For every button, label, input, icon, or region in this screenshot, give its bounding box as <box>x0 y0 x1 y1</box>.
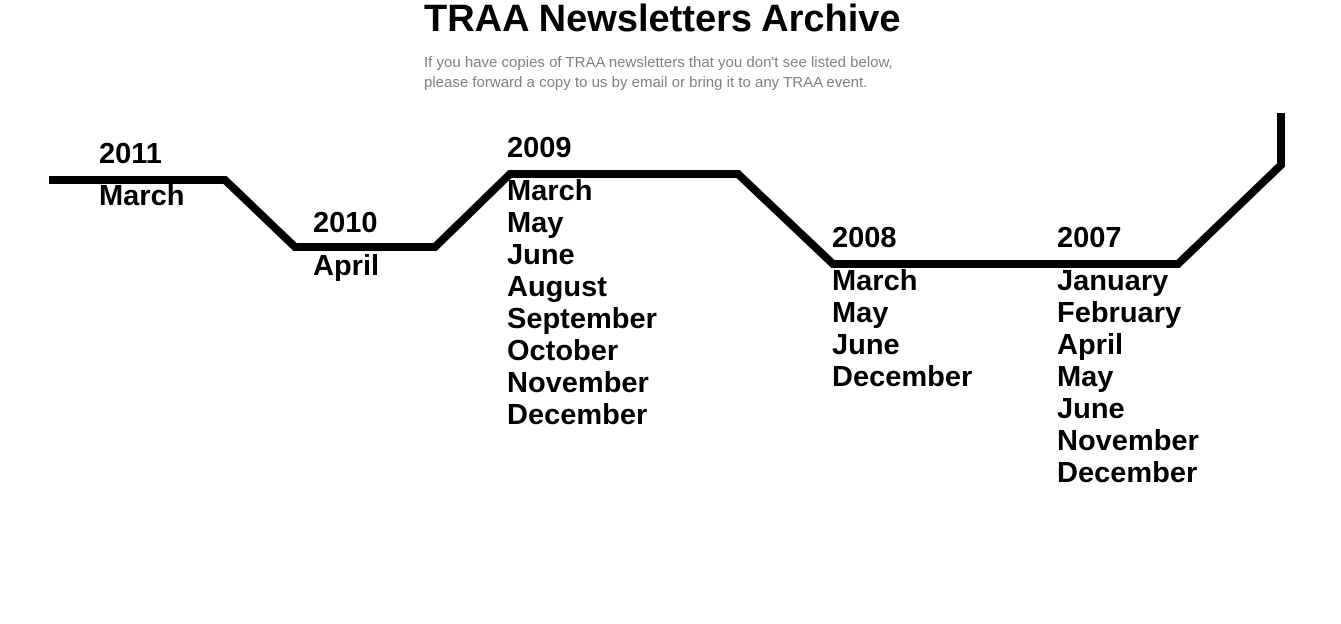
newsletter-link-2009-may[interactable]: May <box>507 207 564 239</box>
year-label-2009: 2009 <box>507 132 572 164</box>
intro-text: If you have copies of TRAA newsletters t… <box>424 53 944 93</box>
newsletter-link-2008-march[interactable]: March <box>832 265 918 297</box>
newsletter-link-2008-december[interactable]: December <box>832 361 973 393</box>
year-group-2010: 2010 April <box>313 207 379 282</box>
newsletter-link-2009-march[interactable]: March <box>507 175 593 207</box>
year-label-2010: 2010 <box>313 207 378 239</box>
month-list-2011: March <box>99 180 184 212</box>
newsletter-link-2008-may[interactable]: May <box>832 297 889 329</box>
year-group-2007: 2007 January February April May June Nov… <box>1057 222 1199 489</box>
month-list-2010: April <box>313 250 379 282</box>
newsletter-link-2009-october[interactable]: October <box>507 335 619 367</box>
newsletter-link-2009-june[interactable]: June <box>507 239 575 271</box>
newsletter-link-2009-december[interactable]: December <box>507 399 648 431</box>
month-list-2009: March May June August September October … <box>507 175 657 431</box>
year-group-2008: 2008 March May June December <box>832 222 972 393</box>
year-label-2011: 2011 <box>99 138 162 170</box>
newsletter-link-2007-november[interactable]: November <box>1057 425 1199 457</box>
newsletter-link-2007-june[interactable]: June <box>1057 393 1125 425</box>
newsletter-link-2007-january[interactable]: January <box>1057 265 1169 297</box>
newsletter-link-2007-may[interactable]: May <box>1057 361 1114 393</box>
year-label-2007: 2007 <box>1057 222 1122 254</box>
newsletter-link-2007-february[interactable]: February <box>1057 297 1182 329</box>
newsletter-link-2008-june[interactable]: June <box>832 329 900 361</box>
year-group-2009: 2009 March May June August September Oct… <box>507 132 657 431</box>
timeline-path <box>49 113 1285 268</box>
newsletter-link-2007-december[interactable]: December <box>1057 457 1198 489</box>
newsletter-link-2009-september[interactable]: September <box>507 303 657 335</box>
newsletter-link-2010-april[interactable]: April <box>313 250 380 282</box>
newsletter-link-2009-august[interactable]: August <box>507 271 607 303</box>
newsletter-link-2007-april[interactable]: April <box>1057 329 1124 361</box>
month-list-2008: March May June December <box>832 265 972 393</box>
page-title: TRAA Newsletters Archive <box>424 0 901 40</box>
month-list-2007: January February April May June November… <box>1057 265 1199 489</box>
intro-line-1: If you have copies of TRAA newsletters t… <box>424 54 893 71</box>
newsletter-link-2009-november[interactable]: November <box>507 367 649 399</box>
intro-line-2: please forward a copy to us by email or … <box>424 74 868 91</box>
year-group-2011: 2011 March <box>99 138 184 212</box>
newsletter-link-2011-march[interactable]: March <box>99 180 185 212</box>
year-label-2008: 2008 <box>832 222 897 254</box>
